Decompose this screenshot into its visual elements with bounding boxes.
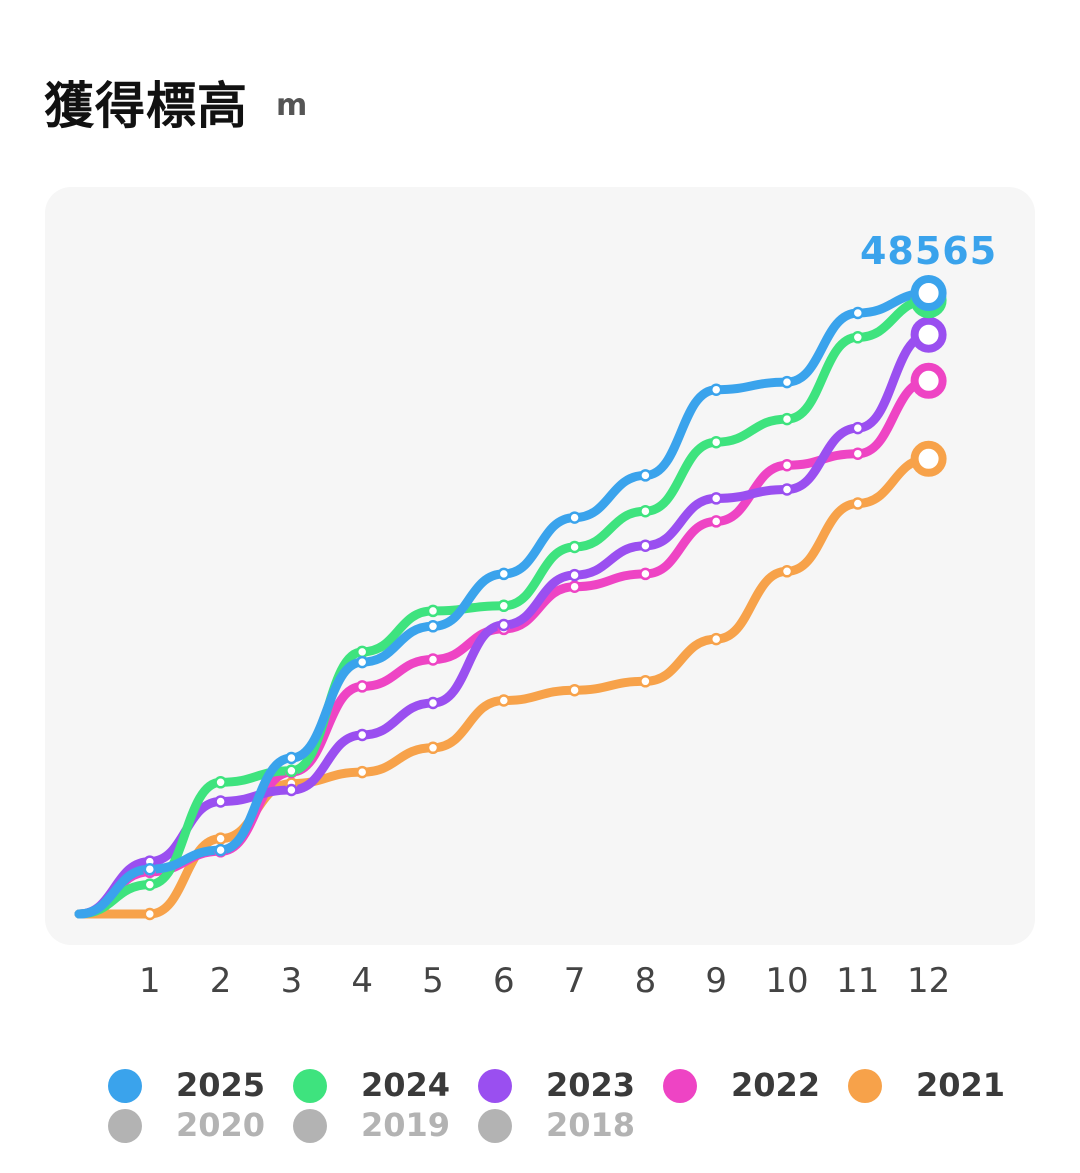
unit-label: m: [276, 88, 308, 123]
x-tick-label: 1: [139, 961, 161, 1001]
data-point-2025-4: [355, 655, 369, 669]
legend-label: 2024: [361, 1066, 451, 1104]
end-marker-2021[interactable]: [910, 440, 947, 477]
legend-dot: [663, 1069, 697, 1103]
data-point-2023-5: [426, 696, 440, 710]
data-point-2023-3: [285, 783, 298, 797]
legend-dot: [108, 1109, 142, 1143]
legend-label: 2018: [546, 1106, 636, 1144]
data-point-2021-5: [426, 741, 440, 755]
data-point-2021-8: [639, 675, 652, 688]
legend-label: 2025: [176, 1066, 266, 1104]
x-tick-label: 12: [907, 961, 950, 1001]
legend-label: 2023: [546, 1066, 636, 1104]
data-point-2023-2: [214, 795, 227, 808]
x-tick-label: 5: [422, 961, 444, 1001]
end-marker-2022[interactable]: [910, 362, 947, 399]
legend-label: 2021: [916, 1066, 1006, 1104]
x-tick-label: 2: [210, 961, 232, 1001]
data-point-2021-9: [709, 632, 723, 646]
series-line-2022: [74, 376, 934, 919]
data-point-2021-2: [214, 832, 227, 845]
data-point-2025-11: [851, 306, 865, 320]
x-tick-label: 6: [493, 961, 515, 1001]
legend-dot: [108, 1069, 142, 1103]
data-point-2024-6: [497, 599, 511, 613]
legend-label: 2022: [731, 1066, 821, 1104]
end-marker-2023[interactable]: [910, 316, 947, 353]
data-point-2023-10: [780, 483, 794, 496]
data-point-2023-6: [497, 618, 511, 632]
data-point-2021-1: [143, 907, 157, 921]
data-point-2022-10: [780, 458, 794, 472]
legend-dot: [478, 1109, 512, 1143]
data-point-2021-10: [780, 565, 794, 578]
x-tick-label: 10: [765, 961, 808, 1001]
data-point-2025-3: [285, 751, 298, 765]
legend-dot: [293, 1109, 327, 1143]
elevation-line-chart: 1 2 3 4 5 6 7 8 9 10 11 12 48565: [74, 229, 997, 1001]
data-point-2024-11: [851, 331, 865, 344]
x-tick-label: 7: [564, 961, 586, 1001]
data-point-2024-5: [426, 604, 440, 618]
data-point-2021-4: [355, 765, 369, 779]
legend-label: 2020: [176, 1106, 266, 1144]
data-point-2025-9: [709, 383, 723, 396]
data-point-2023-8: [639, 539, 652, 552]
data-point-2024-8: [639, 504, 652, 518]
legend-label: 2019: [361, 1106, 451, 1144]
data-point-2025-7: [568, 511, 581, 524]
data-point-2023-7: [568, 568, 581, 582]
data-point-2025-2: [214, 843, 227, 857]
data-point-2022-11: [851, 447, 865, 460]
data-point-2022-7: [568, 580, 581, 593]
data-point-2022-4: [355, 680, 369, 693]
x-tick-label: 3: [281, 961, 303, 1001]
x-axis-ticks: 1 2 3 4 5 6 7 8 9 10 11 12: [139, 961, 950, 1001]
data-point-2024-2: [214, 776, 227, 789]
data-point-2025-10: [780, 375, 794, 389]
data-point-2023-9: [709, 492, 723, 505]
data-point-2025-1: [143, 862, 157, 876]
data-point-2024-4: [355, 645, 369, 659]
data-point-2025-8: [639, 469, 652, 482]
data-point-2022-8: [639, 567, 652, 581]
series-points: [143, 306, 865, 921]
data-point-2025-5: [426, 620, 440, 633]
x-tick-label: 8: [635, 961, 657, 1001]
data-point-2022-5: [426, 653, 440, 666]
series-line-2021: [74, 454, 934, 919]
x-tick-label: 9: [705, 961, 727, 1001]
data-point-2024-9: [709, 435, 723, 449]
data-point-2024-10: [780, 412, 794, 426]
end-marker-2025[interactable]: [910, 275, 947, 311]
data-point-2024-3: [285, 764, 298, 778]
x-tick-label: 4: [351, 961, 373, 1001]
data-point-2023-4: [355, 728, 369, 742]
data-point-2022-9: [709, 515, 723, 528]
data-point-2023-11: [851, 421, 865, 435]
legend-dot: [293, 1069, 327, 1103]
data-point-2024-7: [568, 540, 581, 554]
data-point-2025-6: [497, 567, 511, 581]
legend-dot: [848, 1069, 882, 1103]
data-point-2021-7: [568, 683, 581, 697]
series-end-markers: [910, 275, 947, 477]
chart-title: 獲得標高: [44, 77, 248, 135]
data-point-2024-1: [143, 878, 157, 891]
data-point-2021-11: [851, 497, 865, 510]
x-tick-label: 11: [836, 961, 879, 1001]
data-point-2021-6: [497, 694, 511, 707]
legend-dot: [478, 1069, 512, 1103]
end-value-label: 48565: [860, 229, 997, 273]
